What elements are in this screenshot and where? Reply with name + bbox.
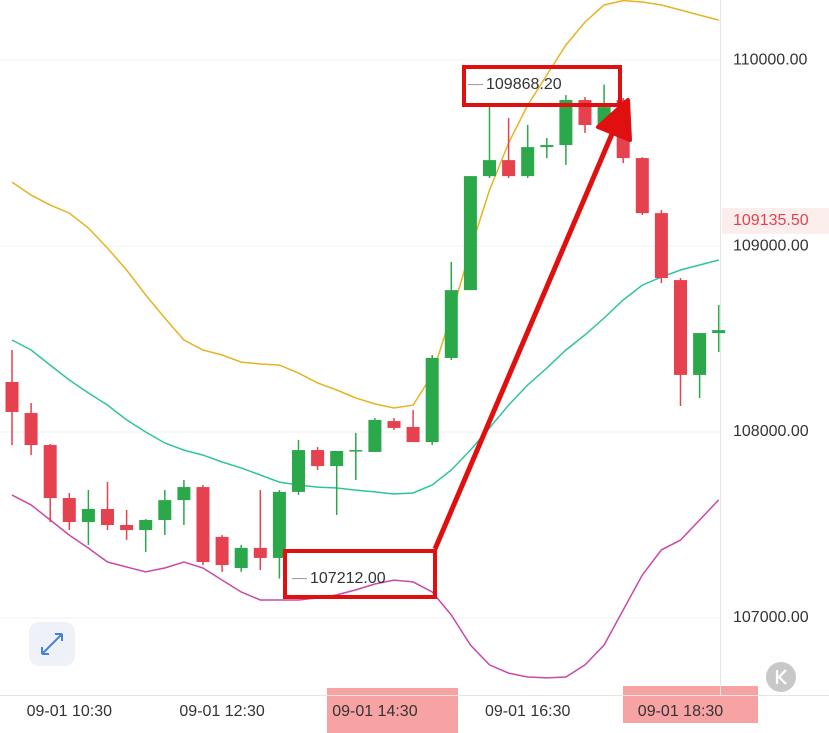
labels: 107000.00 108000.00 109000.00 110000.00 09-0… — [27, 51, 829, 720]
candle-body — [693, 333, 707, 375]
bands — [11, 0, 720, 679]
y-tick-label: 107000.00 — [733, 609, 809, 626]
candle-body — [177, 487, 191, 501]
x-tick-label: 09-01 12:30 — [179, 703, 265, 720]
candle-body — [444, 290, 458, 359]
candle-body — [521, 147, 535, 177]
candle-body — [234, 547, 248, 568]
candle-body — [311, 450, 325, 467]
expand-button[interactable] — [29, 622, 75, 666]
candle-body — [272, 491, 286, 558]
band-line — [11, 259, 719, 495]
candle-body — [712, 330, 726, 334]
x-tick-label: 09-01 14:30 — [332, 703, 418, 720]
arrow-head — [596, 98, 632, 142]
x-tick-label: 09-01 16:30 — [485, 703, 571, 720]
current-price-label: 109135.50 — [733, 212, 809, 229]
expand-icon[interactable] — [41, 633, 63, 655]
candle-body — [215, 536, 229, 566]
candle-body — [330, 450, 344, 467]
scroll-end-button[interactable] — [766, 662, 796, 692]
candle-body — [540, 145, 554, 148]
candle-body — [406, 427, 420, 443]
candle-body — [387, 421, 401, 428]
x-tick-label: 09-01 18:30 — [638, 703, 724, 720]
candle-body — [368, 419, 382, 452]
current-price-bg — [722, 207, 829, 234]
candle-body — [158, 500, 172, 520]
candles — [5, 84, 726, 579]
y-tick-label: 108000.00 — [733, 423, 809, 440]
candle-body — [62, 498, 76, 523]
candle-body — [425, 358, 439, 443]
y-tick-label: 110000.00 — [733, 51, 808, 68]
candle-body — [463, 176, 477, 291]
candle-body — [349, 450, 363, 452]
candle-body — [483, 160, 496, 177]
candle-body — [559, 100, 573, 146]
annotation-label: 109868.20 — [486, 76, 562, 93]
candle-body — [81, 509, 95, 523]
y-tick-label: 109000.00 — [733, 237, 809, 254]
candle-body — [654, 213, 668, 279]
candle-body — [101, 509, 114, 526]
grid — [0, 59, 720, 619]
candle-body — [635, 158, 649, 214]
candle-body — [120, 525, 134, 531]
scroll-end-icon[interactable] — [775, 669, 787, 685]
candle-body — [24, 413, 38, 446]
candle-body — [253, 547, 267, 558]
scroll-end-bg[interactable] — [766, 662, 796, 692]
candle-body — [292, 450, 305, 492]
candle-body — [674, 280, 687, 375]
candle-body — [43, 445, 57, 499]
candle-body — [139, 519, 153, 531]
candle-body — [502, 160, 516, 177]
candle-body — [196, 487, 210, 563]
x-tick-label: 09-01 10:30 — [27, 703, 113, 720]
highlight-box — [462, 65, 622, 107]
band-line — [11, 494, 720, 679]
arrow-shaft — [432, 133, 615, 550]
band-line — [11, 0, 719, 409]
annotation-label: 107212.00 — [310, 570, 386, 587]
highlight-box — [283, 549, 437, 599]
candle-body — [5, 381, 19, 412]
x-label-highlight — [623, 686, 758, 723]
